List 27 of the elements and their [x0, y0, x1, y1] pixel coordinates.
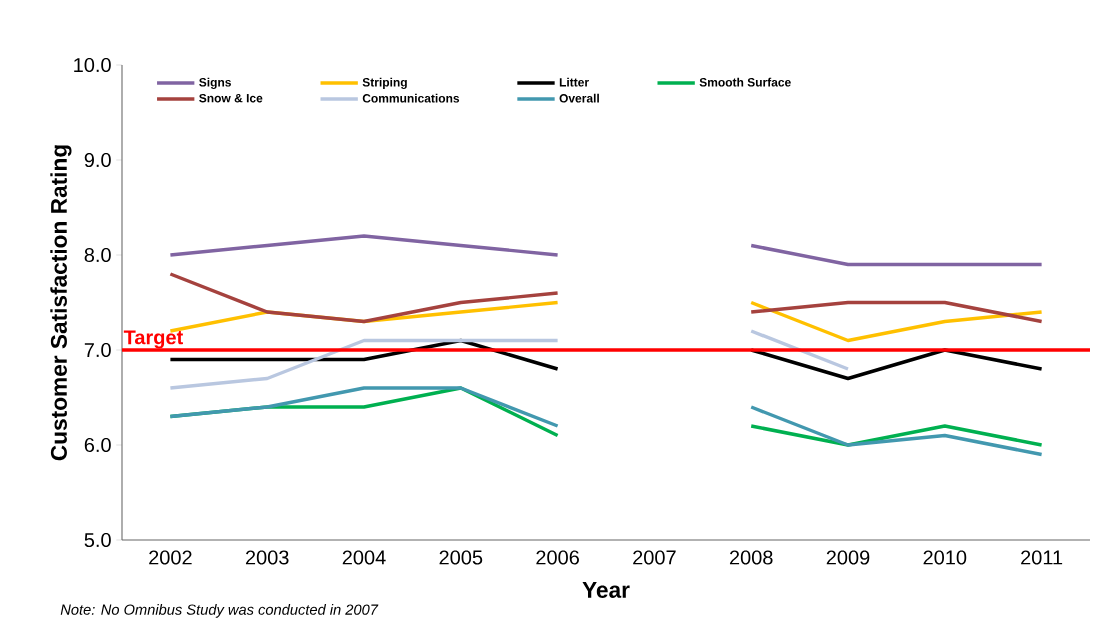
x-tick-label: 2007: [633, 550, 676, 565]
legend-label: Striping: [362, 77, 407, 89]
y-tick-label: 9.0: [84, 152, 111, 168]
x-tick-label: 2008: [729, 550, 773, 565]
y-tick-label: 8.0: [84, 247, 111, 263]
legend-label: Communications: [362, 93, 460, 103]
y-axis-title: Customer Satisfaction Rating: [50, 145, 72, 461]
x-tick-label: 2004: [342, 550, 386, 565]
x-tick-label: 2006: [536, 550, 579, 565]
legend-label: Signs: [199, 77, 231, 89]
y-tick-label: 6.0: [84, 437, 111, 453]
y-tick-label: 5.0: [84, 532, 111, 548]
text: Note: No Omnibus Study was conducted in 2007: [60, 604, 379, 618]
x-tick-label: 2003: [245, 550, 289, 565]
x-tick-label: 2005: [439, 550, 483, 565]
x-tick-label: 2002: [149, 550, 192, 565]
legend-label: Litter: [559, 77, 589, 87]
y-tick-label: 10.0: [74, 57, 111, 73]
legend-label: Overall: [559, 93, 599, 103]
legend-label: Snow & Ice: [199, 93, 263, 103]
x-tick-label: 2009: [826, 550, 870, 565]
legend-label: Smooth Surface: [699, 77, 791, 87]
x-axis-title: Year: [582, 582, 630, 598]
ref-line-label: Target: [123, 330, 183, 349]
x-tick-label: 2011: [1021, 550, 1063, 565]
x-tick-label: 2010: [923, 550, 967, 565]
y-tick-label: 7.0: [84, 342, 111, 358]
